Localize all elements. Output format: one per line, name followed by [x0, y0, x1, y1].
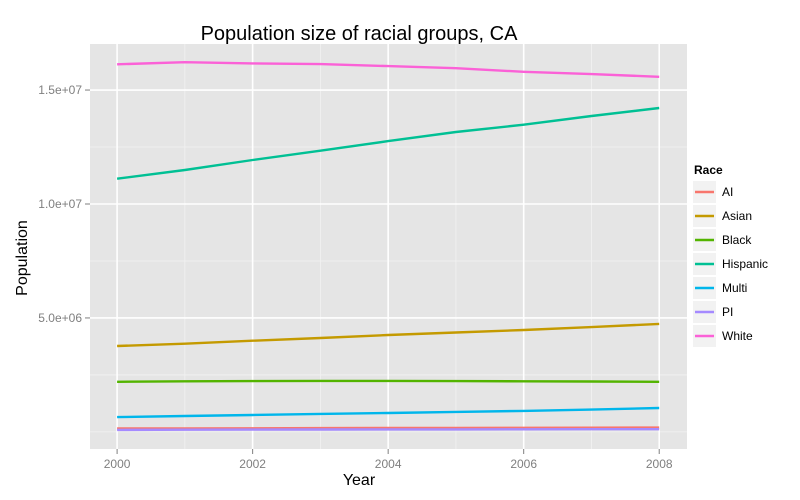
series-line-white: [117, 61, 660, 78]
series-lines: [116, 61, 660, 432]
series-line-hispanic: [116, 106, 660, 180]
legend-item-white: White: [693, 325, 753, 347]
y-axis: 5.0e+06 1.0e+07 1.5e+07: [38, 83, 90, 325]
chart-title: Population size of racial groups, CA: [201, 23, 518, 45]
y-tick-label: 5.0e+06: [38, 311, 82, 325]
legend-label: PI: [722, 305, 733, 319]
y-tick-label: 1.5e+07: [38, 83, 82, 97]
series-line-ai: [117, 426, 660, 430]
legend-label: Asian: [722, 209, 752, 223]
legend-label: AI: [722, 185, 733, 199]
legend-item-hispanic: Hispanic: [693, 253, 768, 275]
series-line-black: [117, 379, 660, 383]
series-line-pi: [117, 428, 660, 432]
legend-item-pi: PI: [693, 301, 733, 323]
legend-item-asian: Asian: [693, 205, 752, 227]
series-line-multi: [117, 406, 660, 419]
x-axis-title: Year: [343, 472, 376, 489]
x-tick-label: 2006: [510, 457, 537, 471]
legend-item-black: Black: [693, 229, 752, 251]
x-axis: 2000 2002 2004 2006 2008: [104, 449, 673, 471]
y-tick-label: 1.0e+07: [38, 197, 82, 211]
legend-label: White: [722, 329, 753, 343]
x-tick-label: 2002: [239, 457, 266, 471]
legend-title: Race: [694, 163, 723, 177]
legend-label: Black: [722, 233, 752, 247]
series-line-asian: [117, 322, 660, 348]
x-tick-label: 2004: [375, 457, 402, 471]
legend-label: Hispanic: [722, 257, 768, 271]
y-axis-title: Population: [14, 220, 31, 296]
x-tick-label: 2000: [104, 457, 131, 471]
x-tick-label: 2008: [646, 457, 673, 471]
legend-item-ai: AI: [693, 181, 733, 203]
legend: Race AI Asian Black Hispanic Multi PI White: [693, 163, 768, 347]
legend-label: Multi: [722, 281, 747, 295]
legend-item-multi: Multi: [693, 277, 747, 299]
